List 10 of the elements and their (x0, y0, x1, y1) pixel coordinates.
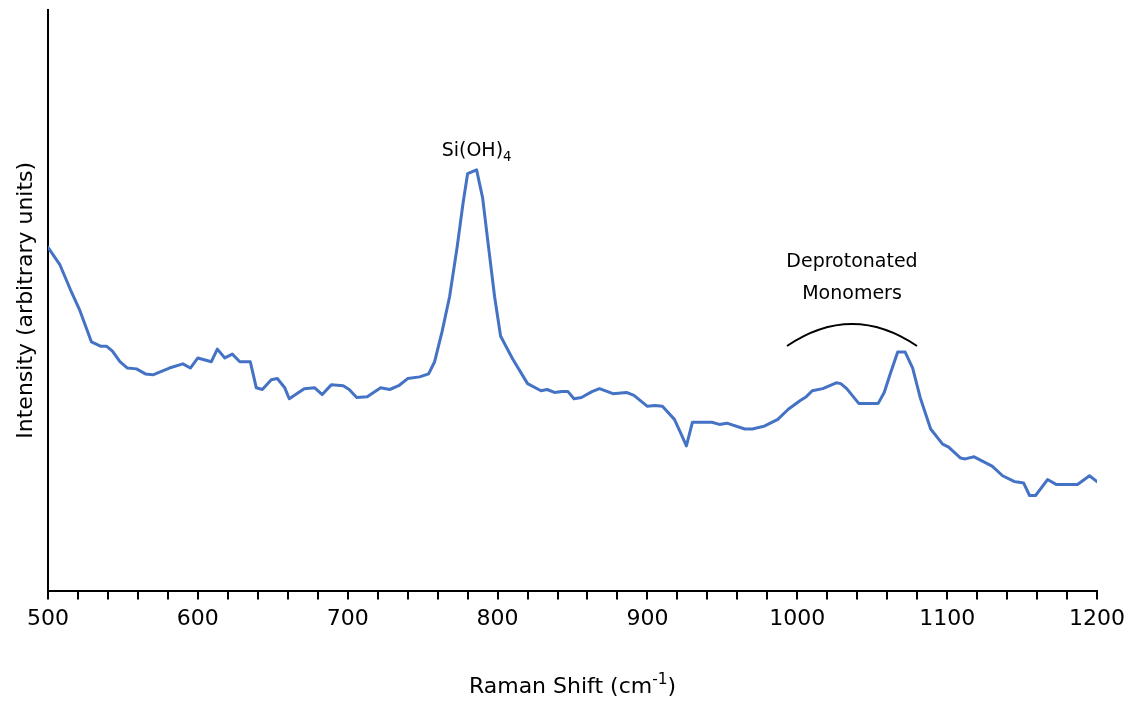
annotation: Deprotonated Monomers (785, 248, 919, 305)
x-tick-label: 1000 (769, 604, 826, 630)
y-axis-title: Intensity (arbitrary units) (12, 161, 37, 439)
x-tick-label: 1100 (919, 604, 976, 630)
x-tick-label: 800 (476, 604, 519, 630)
x-tick-label: 600 (176, 604, 219, 630)
x-tick-label: 900 (626, 604, 669, 630)
x-tick-label: 1200 (1069, 604, 1125, 630)
x-tick-label: 700 (326, 604, 369, 630)
x-tick-label: 500 (27, 604, 69, 630)
